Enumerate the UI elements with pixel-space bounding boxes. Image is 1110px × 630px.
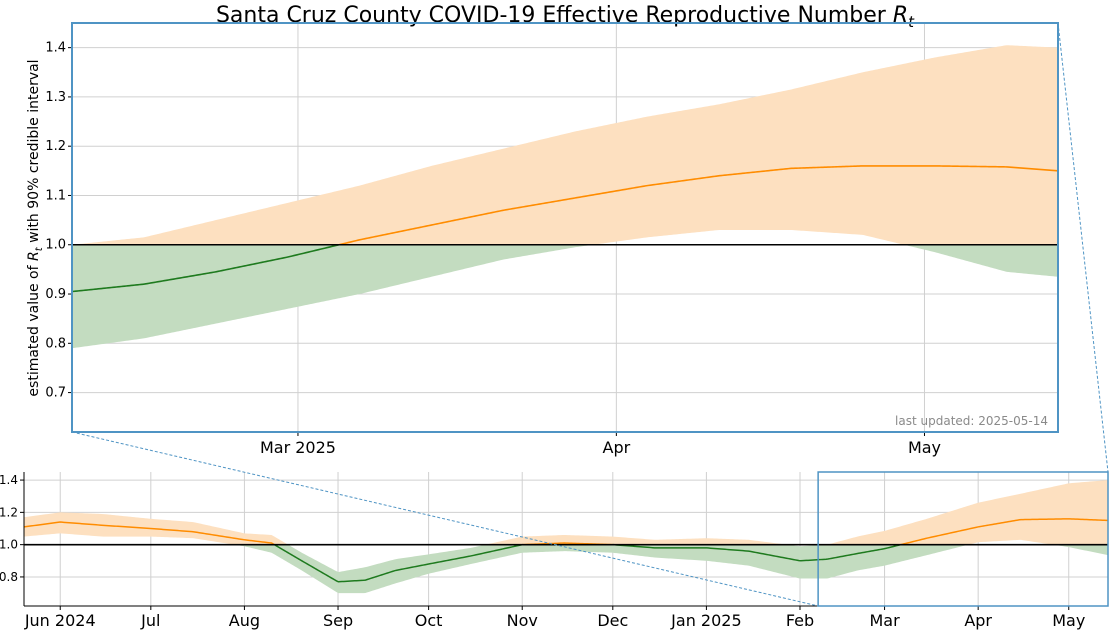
y-tick-label: 1.2 [0,505,18,519]
band-above-reference [24,480,1108,545]
y-tick-label: 0.7 [45,386,66,401]
band-above-reference [72,45,1058,245]
main-plot: 0.7 0.8 0.9 1.0 1.1 1.2 1.3 1.4 Mar 2025 Apr May [45,22,1059,457]
x-tick-label: May [908,438,941,457]
last-updated-note: last updated: 2025-05-14 [895,414,1048,428]
mean-line-above [338,165,1059,246]
x-tick-label: Sep [323,611,353,630]
y-tick-label: 1.1 [45,188,66,203]
x-tick-label: Jan 2025 [670,611,741,630]
mean-line-above [900,518,1109,546]
overview-plot: 0.8 1.0 1.2 1.4 Jun 2024 Jul Aug Sep Oct Nov Dec Ja… [0,471,1109,630]
x-tick-label: Jul [140,611,160,630]
band-below-reference [24,544,1108,594]
y-axis-label-suffix: with 90% credible interval [26,59,42,247]
x-tick-label: Nov [507,611,538,630]
y-tick-label: 0.8 [45,336,66,351]
x-tick-label: Jun 2024 [24,611,96,630]
y-tick-label: 1.0 [0,538,18,552]
y-tick-label: 0.9 [45,287,66,302]
x-tick-label: Oct [415,611,443,630]
y-tick-label: 1.3 [45,90,66,105]
x-tick-label: Apr [603,438,631,457]
y-tick-label: 1.0 [45,238,66,253]
zoom-connector-left [71,431,819,607]
zoom-connector-right [1057,22,1109,473]
x-tick-label: Mar 2025 [260,438,336,457]
band-below-reference [72,244,1058,349]
x-tick-label: May [1052,611,1085,630]
zoom-connectors [71,22,1109,607]
main-plot-frame [71,22,1059,433]
x-tick-label: Apr [964,611,992,630]
y-axis-label-prefix: estimated value of [26,261,42,397]
y-tick-label: 1.4 [45,41,66,56]
y-axis-label-subscript: t [34,246,45,251]
y-axis-label-symbol: R [26,251,42,261]
mean-line-below [71,243,340,293]
y-tick-label: 1.2 [45,139,66,154]
x-tick-label: Dec [597,611,628,630]
mean-line-above [23,521,275,546]
x-tick-label: Aug [229,611,260,630]
y-tick-label: 0.8 [0,570,18,584]
y-tick-label: 1.4 [0,473,18,487]
chart-title-symbol: R [893,3,908,28]
chart-title-text: Santa Cruz County COVID-19 Effective Rep… [216,3,893,28]
x-tick-label: Mar [869,611,900,630]
x-tick-label: Feb [786,611,814,630]
chart-title: Santa Cruz County COVID-19 Effective Rep… [216,3,915,31]
mean-line-below [273,543,523,583]
zoom-region-box [817,471,1109,607]
y-axis-label: estimated value of Rt with 90% credible … [26,59,45,396]
mean-line-below [612,543,901,562]
